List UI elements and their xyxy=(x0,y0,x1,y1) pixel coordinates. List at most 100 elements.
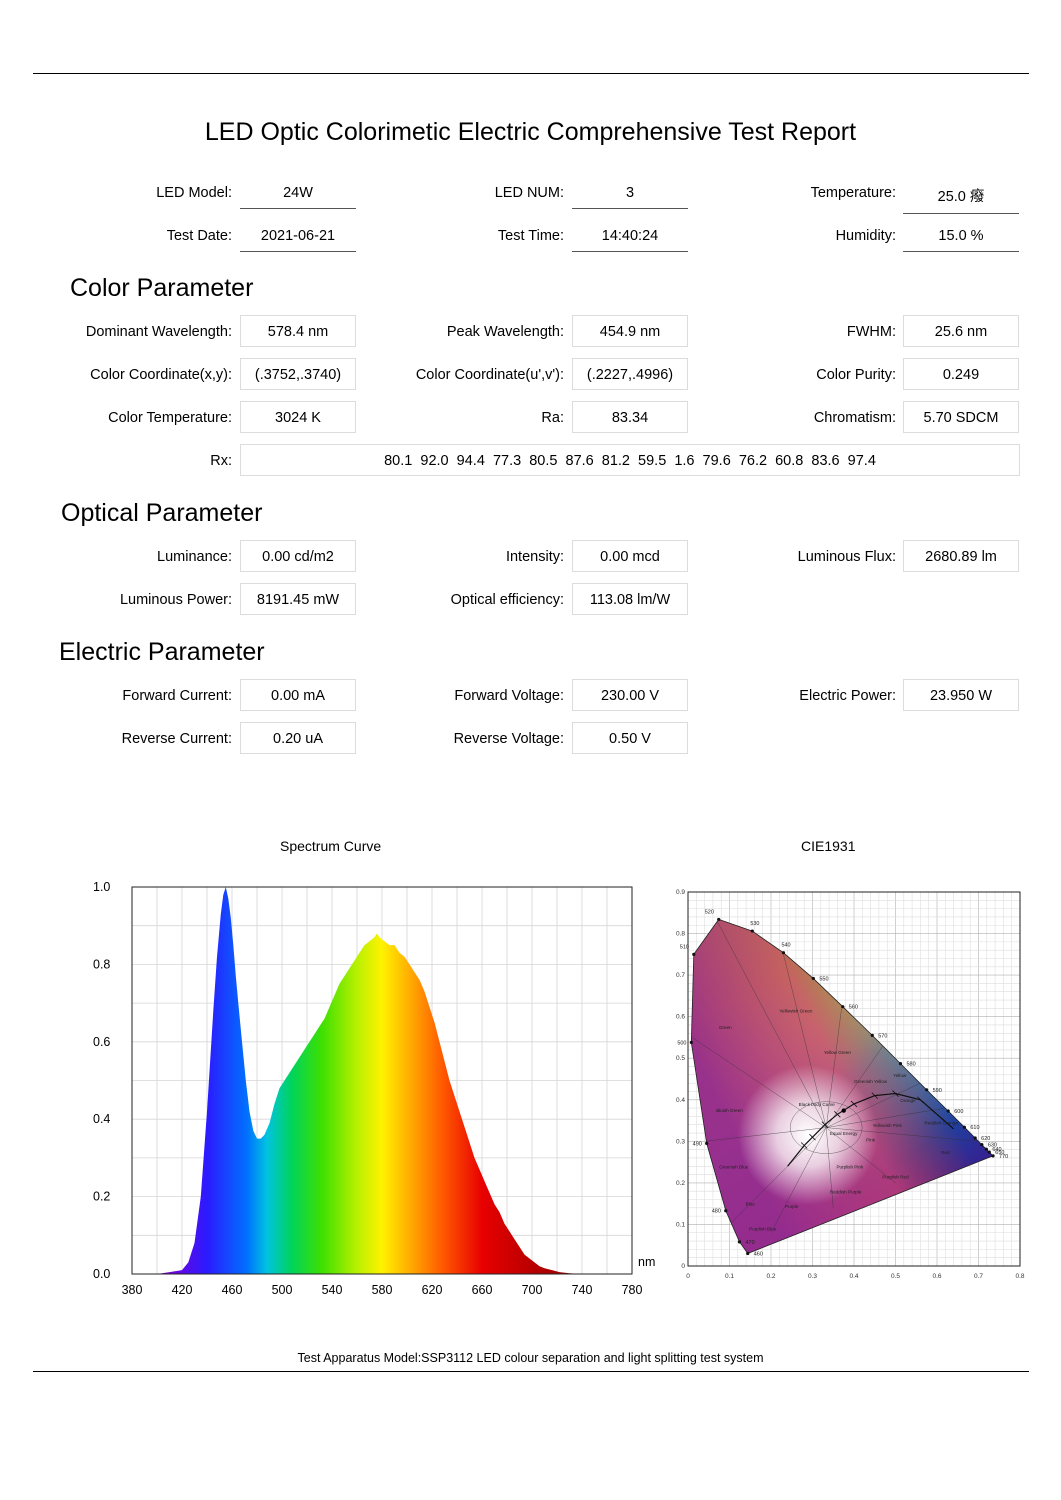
cie-isotherm-tick xyxy=(917,1096,924,1104)
cie-wavelength-label: 460 xyxy=(754,1252,763,1258)
cie-region-boundary xyxy=(783,954,827,1128)
cie-region-boundary xyxy=(825,1045,884,1128)
cie-wavelength-label: 770 xyxy=(999,1154,1008,1160)
cie-x-tick-label: 0 xyxy=(686,1273,690,1280)
led-model-value: 24W xyxy=(240,185,356,209)
cie-y-tick-label: 0.9 xyxy=(676,889,685,896)
spectrum-x-tick-label: 500 xyxy=(272,1283,293,1297)
cie-wavelength-label: 530 xyxy=(750,921,759,927)
cie-plot-frame xyxy=(687,891,1021,1267)
cie-isotherm-tick xyxy=(892,1090,899,1097)
top-rule xyxy=(33,73,1029,74)
spectrum-y-tick-label: 0.8 xyxy=(93,957,110,971)
optical-efficiency-label: Optical efficiency: xyxy=(450,592,564,608)
test-time-label: Test Time: xyxy=(497,228,564,244)
cie-isotherm-tick xyxy=(871,1092,879,1099)
spectrum-chart-title: Spectrum Curve xyxy=(280,838,382,854)
cie-spectral-locus xyxy=(690,918,994,1254)
color-purity-label: Color Purity: xyxy=(816,367,896,383)
cie-region-boundary xyxy=(826,1082,921,1128)
test-date-value: 2021-06-21 xyxy=(240,228,356,252)
cie-y-tick-label: 0.1 xyxy=(676,1221,685,1228)
cie-region-label: Black body Curve xyxy=(799,1102,835,1107)
cie-region-label: Greenish Yellow xyxy=(854,1079,888,1084)
cie-region-label: Red xyxy=(941,1150,950,1155)
cie-locus-dot xyxy=(841,1005,845,1009)
spectrum-plot-frame xyxy=(131,886,633,1275)
cie-y-tick-label: 0 xyxy=(681,1263,685,1270)
cie-x-tick-label: 0.4 xyxy=(849,1273,858,1280)
reverse-voltage-value: 0.50 V xyxy=(572,722,688,754)
cie-region-boundary xyxy=(826,1127,979,1142)
dominant-wavelength-label: Dominant Wavelength: xyxy=(85,324,232,340)
cie-locus-dot xyxy=(987,1150,991,1154)
cie-x-tick-label: 0.5 xyxy=(891,1273,900,1280)
rx-values: 80.1 92.0 94.4 77.3 80.5 87.6 81.2 59.5 … xyxy=(240,444,1020,476)
cie-wavelength-label: 480 xyxy=(712,1209,721,1215)
cie-wavelength-label: 550 xyxy=(819,976,828,982)
spectrum-y-tick-label: 0.2 xyxy=(93,1190,110,1204)
reverse-voltage-label: Reverse Voltage: xyxy=(453,731,564,747)
led-model-label: LED Model: xyxy=(156,185,232,201)
cie-region-label: Pink xyxy=(866,1137,876,1142)
fwhm-value: 25.6 nm xyxy=(903,315,1019,347)
cie-y-tick-label: 0.7 xyxy=(676,972,685,979)
cie-locus-dot xyxy=(980,1143,984,1147)
luminance-label: Luminance: xyxy=(157,549,232,565)
intensity-value: 0.00 mcd xyxy=(572,540,688,572)
spectrum-x-tick-label: 740 xyxy=(572,1283,593,1297)
cie-region-boundary xyxy=(770,1127,827,1233)
color-parameter-heading: Color Parameter xyxy=(70,274,254,302)
peak-wavelength-value: 454.9 nm xyxy=(572,315,688,347)
test-date-label: Test Date: xyxy=(166,228,232,244)
cie-wavelength-label: 630 xyxy=(988,1143,997,1149)
spectrum-y-tick-label: 0.0 xyxy=(93,1267,110,1281)
cie-locus-dot xyxy=(973,1136,977,1140)
cie-isotherm-tick xyxy=(821,1121,829,1128)
cie-isotherm-tick xyxy=(809,1133,816,1141)
forward-current-value: 0.00 mA xyxy=(240,679,356,711)
spectrum-x-tick-label: 580 xyxy=(372,1283,393,1297)
color-temperature-value: 3024 K xyxy=(240,401,356,433)
cie-wavelength-label: 540 xyxy=(781,943,790,949)
spectrum-x-tick-label: 780 xyxy=(622,1283,643,1297)
reverse-current-value: 0.20 uA xyxy=(240,722,356,754)
color-purity-value: 0.249 xyxy=(903,358,1019,390)
cie-region-boundary xyxy=(825,1008,842,1128)
spectrum-y-tick-label: 0.4 xyxy=(93,1112,110,1126)
cie-chart-title: CIE1931 xyxy=(801,838,856,854)
forward-current-label: Forward Current: xyxy=(122,688,232,704)
cie-fill-white xyxy=(691,919,994,1254)
cie-wavelength-label: 650 xyxy=(995,1150,1004,1156)
cie-region-label: Purplish Blue xyxy=(749,1227,777,1232)
cie-locus-dot xyxy=(750,929,754,933)
spectrum-x-tick-label: 380 xyxy=(122,1283,143,1297)
optical-efficiency-value: 113.08 lm/W xyxy=(572,583,688,615)
cie-region-label: Purplish Pink xyxy=(836,1164,864,1169)
cie-y-tick-label: 0.4 xyxy=(676,1097,685,1104)
bottom-rule xyxy=(33,1371,1029,1372)
led-num-label: LED NUM: xyxy=(494,185,564,201)
cie-region-label: Blue xyxy=(746,1202,756,1207)
coord-xy-value: (.3752,.3740) xyxy=(240,358,356,390)
cie-region-label: Reddish Purple xyxy=(830,1189,862,1194)
cie-locus-dot xyxy=(870,1033,874,1037)
temperature-value: 25.0 癈 xyxy=(903,185,1019,214)
cie-wavelength-label: 470 xyxy=(745,1240,754,1246)
electric-power-label: Electric Power: xyxy=(799,688,896,704)
spectrum-x-axis-label: nm xyxy=(638,1255,655,1269)
cie-locus-dot xyxy=(692,952,696,956)
intensity-label: Intensity: xyxy=(505,549,564,565)
forward-voltage-label: Forward Voltage: xyxy=(454,688,564,704)
coord-uv-label: Color Coordinate(u',v'): xyxy=(415,367,564,383)
cie-wavelength-label: 640 xyxy=(992,1147,1001,1153)
cie-region-label: Green xyxy=(719,1025,732,1030)
cie-isotherm-tick xyxy=(834,1111,841,1118)
spectrum-y-tick-label: 0.6 xyxy=(93,1035,110,1049)
led-num-value: 3 xyxy=(572,185,688,209)
spectrum-chart: 380 420 460 500 540 580 620 660 700 740 780 0.0 0.2 0… xyxy=(93,880,655,1297)
cie-wavelength-label: 580 xyxy=(906,1062,915,1068)
cie-wavelength-label: 620 xyxy=(981,1136,990,1142)
ra-label: Ra: xyxy=(541,410,564,426)
